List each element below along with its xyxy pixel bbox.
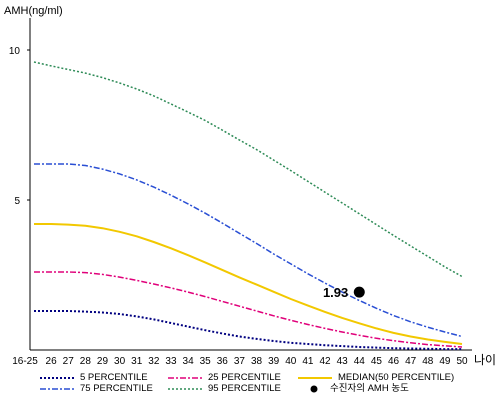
series-line-3 [34, 163, 463, 338]
x-tick-label: 32 [148, 356, 160, 367]
x-tick-label: 26 [46, 356, 58, 367]
x-tick-label: 30 [114, 356, 126, 367]
x-tick-label: 49 [439, 356, 451, 367]
y-ticks: 5 10 [9, 46, 30, 207]
x-tick-label: 41 [302, 356, 314, 367]
x-ticks: 16-25 26 27 28 29 30 31 32 33 34 35 36 37 38 39 40 41 42 4… [12, 356, 468, 367]
x-tick-label: 29 [97, 356, 109, 367]
x-tick-label: 35 [200, 356, 212, 367]
legend: 5 PERCENTILE 75 PERCENTILE 25 PERCENTILE… [0, 372, 500, 400]
x-tick-label: 42 [319, 356, 331, 367]
legend-swatch-5 [40, 376, 74, 379]
x-tick-label: 47 [405, 356, 417, 367]
y-axis-title: AMH(ng/ml) [4, 5, 63, 17]
x-tick-label: 38 [251, 356, 263, 367]
x-tick-label: 34 [183, 356, 195, 367]
x-tick-label: 40 [285, 356, 297, 367]
legend-swatch-25 [168, 376, 202, 379]
x-tick-label: 48 [422, 356, 434, 367]
series-lines [33, 61, 463, 351]
legend-item-95: 95 PERCENTILE [168, 383, 281, 394]
x-tick-label: 16-25 [12, 356, 38, 367]
legend-label-25: 25 PERCENTILE [208, 372, 281, 383]
legend-label-5: 5 PERCENTILE [80, 372, 148, 383]
y-tick-label: 10 [9, 46, 21, 57]
patient-marker-group: 1.93 [323, 285, 365, 300]
x-tick-label: 33 [165, 356, 177, 367]
legend-item-5: 5 PERCENTILE [40, 372, 148, 383]
x-tick-label: 44 [354, 356, 366, 367]
x-tick-label: 31 [131, 356, 143, 367]
x-tick-label: 27 [63, 356, 75, 367]
legend-swatch-median [298, 376, 332, 379]
series-line-0 [34, 310, 462, 351]
legend-marker-dot [310, 385, 318, 392]
series-line-4 [33, 61, 463, 278]
patient-amh-value-label: 1.93 [323, 285, 348, 300]
legend-item-75: 75 PERCENTILE [40, 383, 153, 394]
legend-label-marker: 수진자의 AMH 농도 [330, 383, 409, 394]
patient-amh-marker [353, 286, 365, 298]
x-tick-label: 50 [456, 356, 468, 367]
legend-swatch-95 [168, 387, 202, 390]
x-tick-label: 43 [337, 356, 349, 367]
legend-label-95: 95 PERCENTILE [208, 383, 281, 394]
legend-item-25: 25 PERCENTILE [168, 372, 281, 383]
x-tick-label: 28 [80, 356, 92, 367]
series-line-1 [34, 271, 463, 348]
legend-label-75: 75 PERCENTILE [80, 383, 153, 394]
x-tick-label: 45 [371, 356, 383, 367]
amh-chart: AMH(ng/ml) 5 10 16-25 26 27 28 29 30 31 32 33 34 35… [4, 5, 496, 367]
y-tick-label: 5 [14, 196, 20, 207]
legend-label-median: MEDIAN(50 PERCENTILE) [338, 372, 455, 383]
x-tick-label: 39 [268, 356, 280, 367]
legend-swatch-75 [40, 387, 74, 390]
legend-item-median: MEDIAN(50 PERCENTILE) [298, 372, 454, 383]
series-line-2 [34, 223, 463, 345]
x-axis-title: 나이 [474, 353, 496, 367]
legend-item-marker: 수진자의 AMH 농도 [310, 383, 409, 394]
x-tick-label: 36 [217, 356, 229, 367]
x-tick-label: 37 [234, 356, 246, 367]
x-tick-label: 46 [388, 356, 400, 367]
